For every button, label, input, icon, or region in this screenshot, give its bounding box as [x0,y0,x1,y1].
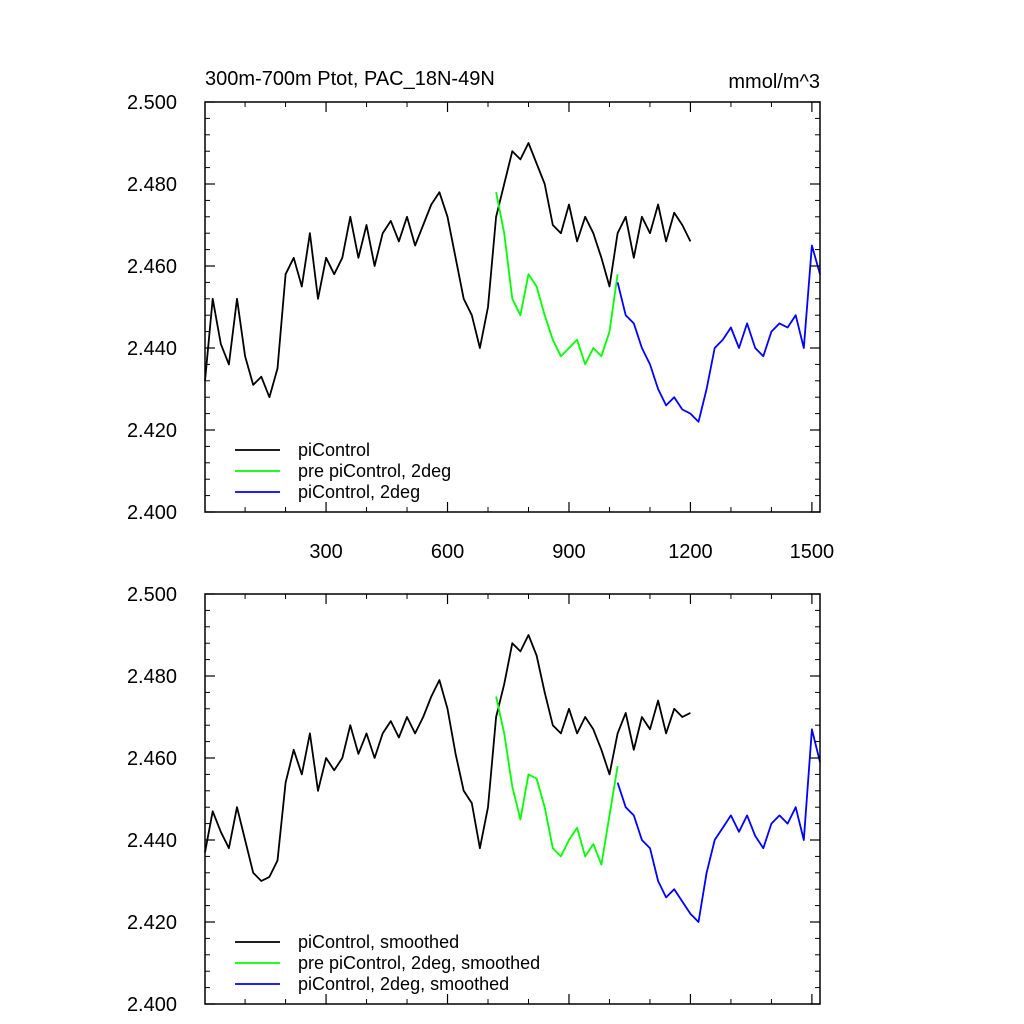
series-line-2 [616,728,821,923]
legend-label-0: piControl [298,440,370,460]
bottom-panel: 2.400 2.420 2.440 2.460 2.480 2.500 piControl… [127,584,821,1016]
series-line-2 [616,244,821,423]
y-tick-label: 2.420 [127,912,177,934]
legend-label-0: piControl, smoothed [298,932,459,952]
x-tick-label: 300 [309,541,342,563]
y-tick-label: 2.440 [127,830,177,852]
bottom-panel-frame [204,593,821,1005]
series-line-1 [495,696,619,866]
x-tick-label: 1500 [790,541,835,563]
series-line-0 [204,142,692,399]
y-tick-label: 2.460 [127,256,177,278]
y-tick-label: 2.500 [127,584,177,606]
x-tick-label: 600 [431,541,464,563]
series-line-1 [495,192,619,366]
top-panel-title: 300m-700m Ptot, PAC_18N-49N [205,68,495,90]
bottom-panel-y-ticks: 2.400 2.420 2.440 2.460 2.480 2.500 [127,584,820,1016]
top-panel-y-ticks: 2.400 2.420 2.440 2.460 2.480 2.500 [127,92,820,524]
legend-label-2: piControl, 2deg [298,482,420,502]
top-panel-frame [204,101,821,513]
y-tick-label: 2.420 [127,420,177,442]
legend-label-1: pre piControl, 2deg, smoothed [298,953,540,973]
series-line-0 [204,634,691,882]
y-tick-label: 2.480 [127,174,177,196]
top-panel-x-ticks: 300 600 900 1200 1500 [244,102,835,563]
top-panel-lines [204,142,821,423]
top-panel: 300m-700m Ptot, PAC_18N-49N mmol/m^3 2.4… [127,68,834,563]
y-tick-label: 2.500 [127,92,177,114]
top-panel-units-label: mmol/m^3 [728,71,820,93]
y-tick-label: 2.400 [127,994,177,1016]
y-tick-label: 2.460 [127,748,177,770]
bottom-panel-lines [204,634,821,923]
y-tick-label: 2.440 [127,338,177,360]
y-tick-label: 2.400 [127,502,177,524]
x-tick-label: 1200 [668,541,713,563]
legend-label-2: piControl, 2deg, smoothed [298,974,509,994]
legend-label-1: pre piControl, 2deg [298,461,451,481]
x-tick-label: 900 [552,541,585,563]
bottom-panel-x-ticks [244,594,813,1004]
y-tick-label: 2.480 [127,666,177,688]
